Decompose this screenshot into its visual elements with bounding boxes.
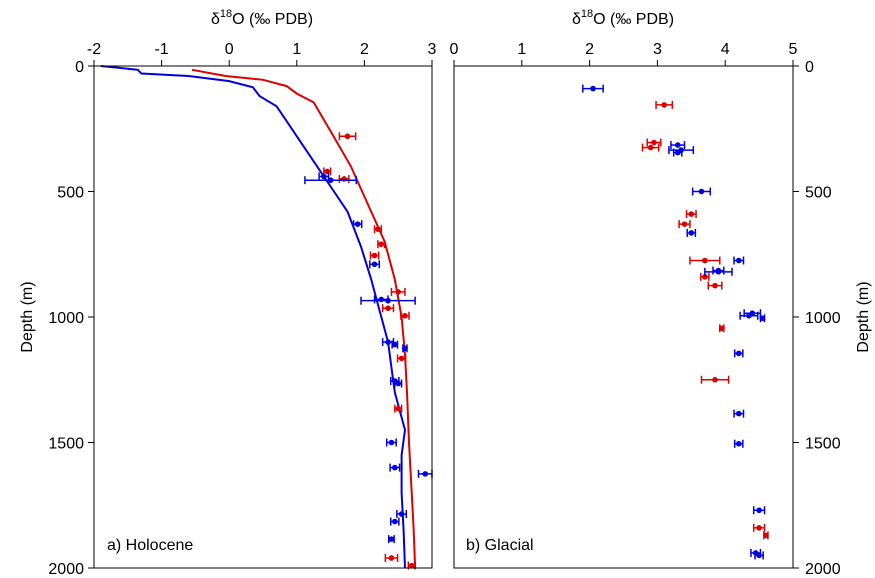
blue-data-point-glacial: [733, 439, 744, 448]
blue-data-point-glacial: [759, 314, 766, 323]
red-data-point-glacial: [641, 143, 660, 152]
y-tick-label-glacial: 1000: [805, 310, 841, 327]
x-tick-label-holocene: 0: [225, 41, 234, 58]
blue-data-point-glacial: [733, 349, 744, 358]
ticks-holocene: -2 -1 0 1 2 3 0 500 1000 1500 2000: [48, 41, 436, 578]
red-data-point-holocene: [338, 132, 357, 141]
panel-glacial: δ18O (‰ PDB) Depth (m) b) Glacial 0 1 2 3 4 5…: [450, 8, 872, 578]
blue-model-line-holocene: [100, 65, 407, 569]
red-data-point-glacial: [719, 324, 725, 333]
red-data-point-glacial: [655, 100, 674, 109]
red-data-point-glacial: [646, 138, 662, 147]
x-tick-label-holocene: 1: [292, 41, 301, 58]
red-data-point-holocene: [377, 240, 386, 249]
red-data-point-holocene: [338, 174, 350, 183]
x-tick-label-holocene: -1: [154, 41, 168, 58]
red-data-point-holocene: [381, 304, 395, 313]
blue-data-point-glacial: [672, 148, 683, 157]
y-tick-label-glacial: 0: [805, 59, 814, 76]
red-data-point-holocene: [394, 404, 403, 413]
blue-data-point-holocene: [394, 379, 403, 388]
blue-data-point-holocene: [396, 510, 408, 519]
y-tick-label-glacial: 2000: [805, 561, 841, 578]
red-data-point-holocene: [400, 311, 410, 320]
x-axis-label-holocene: δ18O (‰ PDB): [211, 8, 313, 28]
red-data-point-glacial: [752, 523, 766, 532]
blue-data-point-holocene: [391, 340, 399, 349]
marks-holocene: [100, 65, 433, 570]
y-tick-label-glacial: 1500: [805, 436, 841, 453]
x-tick-label-glacial: 2: [585, 41, 594, 58]
blue-data-point-holocene: [381, 338, 395, 347]
red-data-point-glacial: [763, 531, 769, 540]
red-data-point-holocene: [369, 251, 380, 260]
y-tick-label-holocene: 500: [57, 185, 84, 202]
plot-frame-glacial: [453, 65, 794, 569]
y-tick-label-holocene: 1000: [48, 310, 84, 327]
x-tick-label-glacial: 4: [721, 41, 730, 58]
blue-data-point-holocene: [417, 469, 433, 478]
blue-data-point-glacial: [691, 187, 712, 196]
blue-data-point-holocene: [390, 517, 400, 526]
blue-data-point-glacial: [733, 409, 745, 418]
marks-glacial: [582, 84, 769, 560]
red-data-point-glacial: [685, 210, 697, 219]
x-tick-label-glacial: 3: [653, 41, 662, 58]
y-tick-label-glacial: 500: [805, 185, 832, 202]
y-axis-label-right: Depth (m): [855, 281, 872, 352]
panel-holocene: δ18O (‰ PDB) Depth (m) a) Holocene -2 -1 0…: [19, 8, 437, 578]
panel-label-glacial: b) Glacial: [466, 537, 534, 554]
blue-data-point-glacial: [686, 228, 697, 237]
red-data-point-holocene: [384, 553, 399, 562]
red-data-point-glacial: [707, 281, 723, 290]
plot-frame-holocene: [93, 65, 433, 569]
x-tick-label-glacial: 1: [517, 41, 526, 58]
x-tick-label-holocene: -2: [87, 41, 101, 58]
x-tick-label-holocene: 2: [360, 41, 369, 58]
blue-data-point-holocene: [387, 535, 395, 544]
blue-data-point-holocene: [360, 296, 416, 305]
y-axis-label-left: Depth (m): [19, 281, 36, 352]
blue-data-point-glacial: [754, 551, 764, 560]
blue-data-point-glacial: [670, 141, 686, 150]
blue-data-point-glacial: [733, 256, 745, 265]
blue-data-point-holocene: [369, 260, 381, 269]
blue-data-point-holocene: [318, 172, 330, 181]
blue-data-point-glacial: [704, 267, 733, 276]
red-data-point-glacial: [689, 256, 721, 265]
x-axis-label-glacial: δ18O (‰ PDB): [572, 8, 674, 28]
y-tick-label-holocene: 2000: [48, 561, 84, 578]
blue-data-point-glacial: [582, 84, 604, 93]
y-tick-label-holocene: 0: [75, 59, 84, 76]
x-tick-label-glacial: 5: [789, 41, 798, 58]
blue-data-point-holocene: [402, 344, 408, 353]
x-tick-label-holocene: 3: [428, 41, 437, 58]
red-data-point-glacial: [700, 272, 710, 281]
red-data-point-glacial: [700, 375, 730, 384]
blue-data-point-holocene: [304, 176, 358, 185]
blue-data-point-holocene: [385, 438, 397, 447]
red-data-point-holocene: [396, 354, 407, 363]
blue-data-point-glacial: [752, 506, 766, 515]
x-tick-label-glacial: 0: [450, 41, 459, 58]
blue-data-point-holocene: [389, 463, 401, 472]
red-data-point-holocene: [373, 225, 383, 234]
red-model-line-holocene: [191, 68, 417, 569]
y-tick-label-holocene: 1500: [48, 436, 84, 453]
red-data-point-holocene: [390, 287, 406, 296]
red-data-point-glacial: [678, 220, 691, 229]
blue-data-point-glacial: [739, 311, 759, 320]
blue-data-point-holocene: [352, 220, 363, 229]
panel-label-holocene: a) Holocene: [107, 537, 193, 554]
